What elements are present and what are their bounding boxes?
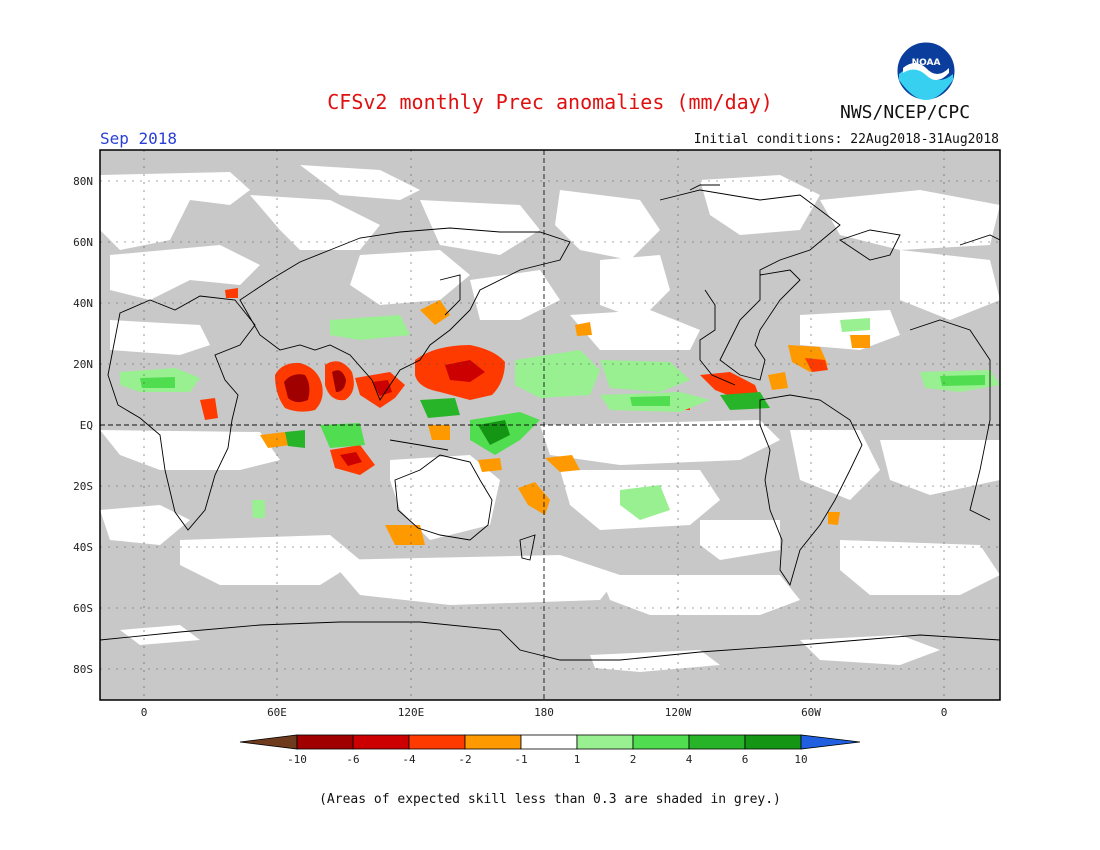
colorbar-label: 10: [794, 753, 807, 766]
colorbar-swatch: [688, 734, 746, 750]
colorbar-label: 4: [686, 753, 693, 766]
lon-label: 180: [534, 706, 554, 719]
lat-label: EQ: [80, 419, 93, 432]
lat-label: 60S: [73, 602, 93, 615]
colorbar-label: 1: [574, 753, 581, 766]
colorbar-swatch: [520, 734, 578, 750]
graticule: [100, 150, 1000, 700]
lat-label: 40S: [73, 541, 93, 554]
colorbar-label: 2: [630, 753, 637, 766]
lon-label: 120E: [398, 706, 425, 719]
colorbar-arrow-low: [239, 734, 298, 750]
colorbar-swatch: [352, 734, 410, 750]
lon-axis: 0 60E 120E 180 120W 60W 0: [141, 706, 948, 719]
colorbar-swatch: [464, 734, 522, 750]
colorbar: -10 -6 -4 -2 -1 1 2 4 6 10: [239, 734, 861, 766]
lon-label: 0: [941, 706, 948, 719]
forecast-month: Sep 2018: [100, 129, 178, 148]
coastlines: [99, 184, 1001, 661]
lon-label: 60W: [801, 706, 821, 719]
lon-label: 0: [141, 706, 148, 719]
colorbar-arrow-high: [800, 734, 861, 750]
lat-label: 20N: [73, 358, 93, 371]
chart-title: CFSv2 monthly Prec anomalies (mm/day): [327, 90, 773, 114]
lat-label: 80S: [73, 663, 93, 676]
colorbar-swatch: [744, 734, 802, 750]
wet-anomaly-regions: [120, 315, 1000, 520]
map-frame: [99, 149, 1001, 701]
skill-footnote: (Areas of expected skill less than 0.3 a…: [319, 792, 781, 807]
colorbar-swatch: [632, 734, 690, 750]
colorbar-swatch: [296, 734, 354, 750]
lon-label: 120W: [665, 706, 692, 719]
colorbar-label: 6: [742, 753, 749, 766]
lat-label: 60N: [73, 236, 93, 249]
colorbar-label: -4: [402, 753, 416, 766]
colorbar-label: -6: [346, 753, 359, 766]
lat-label: 80N: [73, 175, 93, 188]
initial-conditions: Initial conditions: 22Aug2018-31Aug2018: [693, 132, 999, 147]
near-normal-white-regions: [100, 165, 1000, 672]
lat-axis: 80N 60N 40N 20N EQ 20S 40S 60S 80S: [73, 175, 93, 676]
agency-label: NWS/NCEP/CPC: [840, 102, 971, 123]
colorbar-label: -2: [458, 753, 471, 766]
logo-lettering: NOAA: [912, 58, 941, 68]
colorbar-label: -10: [287, 753, 307, 766]
colorbar-label: -1: [514, 753, 527, 766]
noaa-logo-icon: NOAA: [896, 41, 956, 101]
colorbar-swatch: [408, 734, 466, 750]
lat-label: 20S: [73, 480, 93, 493]
lat-label: 40N: [73, 297, 93, 310]
lon-label: 60E: [267, 706, 287, 719]
colorbar-swatch: [576, 734, 634, 750]
